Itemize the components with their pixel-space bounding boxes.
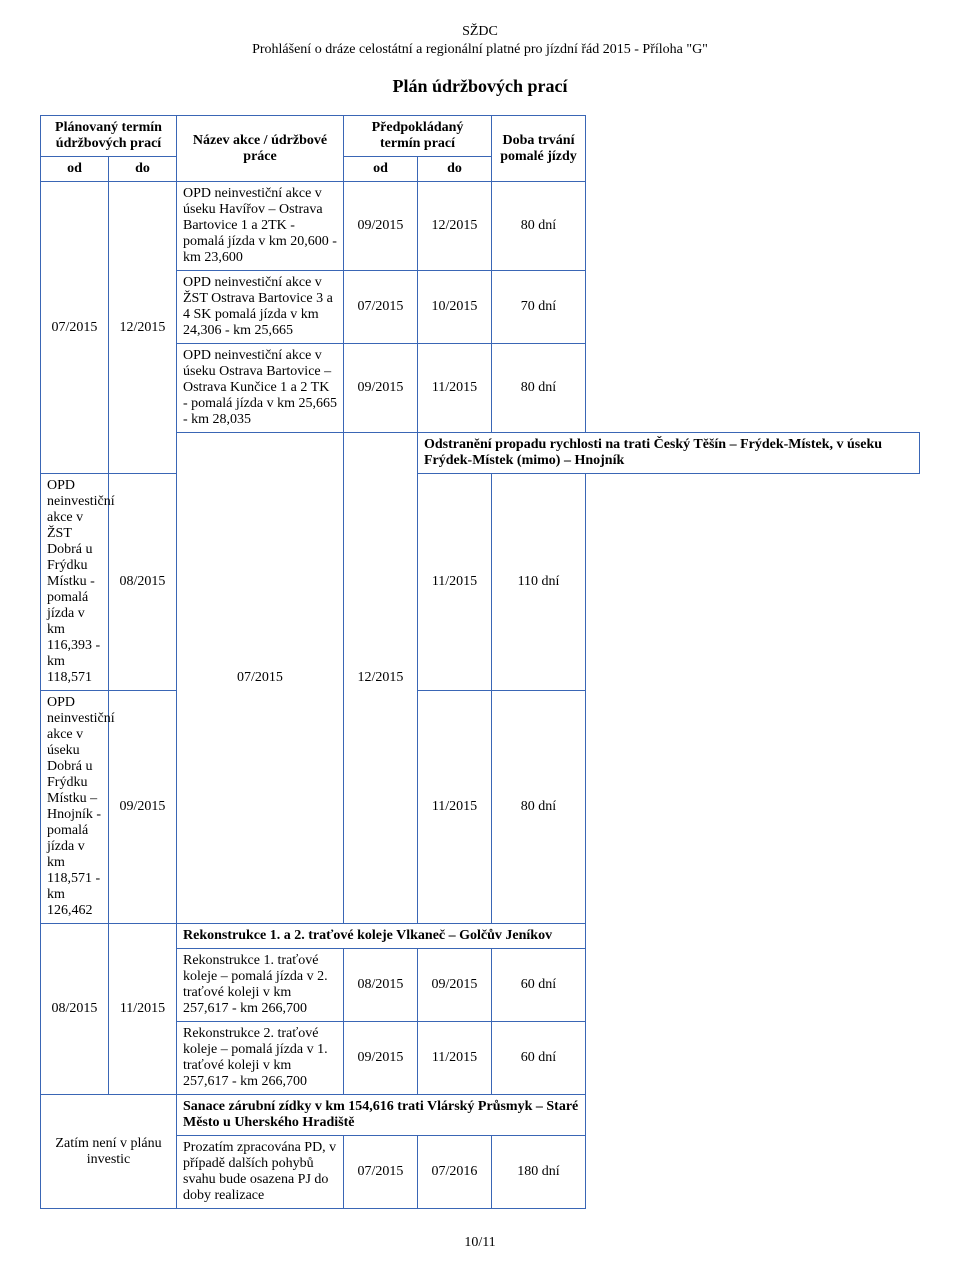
cell-do2: 11/2015	[418, 1022, 492, 1095]
cell-do1: 11/2015	[109, 924, 177, 1095]
th-od1: od	[41, 157, 109, 182]
cell-od2: 07/2015	[344, 271, 418, 344]
cell-duration: 60 dní	[492, 949, 586, 1022]
cell-name: Rekonstrukce 2. traťové koleje – pomalá …	[177, 1022, 344, 1095]
cell-duration: 110 dní	[492, 474, 586, 691]
cell-name: OPD neinvestiční akce v ŽST Ostrava Bart…	[177, 271, 344, 344]
table-row: Zatím není v plánu investicSanace zárubn…	[41, 1095, 920, 1136]
cell-od2: 09/2015	[344, 344, 418, 433]
th-duration: Doba trvání pomalé jízdy	[492, 116, 586, 182]
doc-subtitle: Prohlášení o dráze celostátní a regionál…	[40, 42, 920, 58]
maintenance-table: Plánovaný termín údržbových prací Název …	[40, 115, 920, 1209]
th-name: Název akce / údržbové práce	[177, 116, 344, 182]
table-row: 08/201511/2015Rekonstrukce 1. a 2. traťo…	[41, 924, 920, 949]
cell-od1: 07/2015	[177, 433, 344, 924]
cell-do1: 12/2015	[344, 433, 418, 924]
cell-name: OPD neinvestiční akce v ŽST Dobrá u Frýd…	[41, 474, 109, 691]
cell-name: Prozatím zpracována PD, v případě dalšíc…	[177, 1136, 344, 1209]
cell-do2: 11/2015	[418, 474, 492, 691]
table-row: OPD neinvestiční akce v ŽST Dobrá u Frýd…	[41, 474, 920, 691]
cell-name: Rekonstrukce 1. traťové koleje – pomalá …	[177, 949, 344, 1022]
table-row: 07/201512/2015OPD neinvestiční akce v ús…	[41, 182, 920, 271]
th-do2: do	[418, 157, 492, 182]
cell-name: OPD neinvestiční akce v úseku Ostrava Ba…	[177, 344, 344, 433]
cell-od2: 08/2015	[344, 949, 418, 1022]
doc-title: Plán údržbových prací	[40, 76, 920, 97]
cell-od2: 08/2015	[109, 474, 177, 691]
page-number: 10/11	[40, 1235, 920, 1251]
cell-duration: 80 dní	[492, 182, 586, 271]
cell-name: OPD neinvestiční akce v úseku Dobrá u Fr…	[41, 691, 109, 924]
th-planned: Plánovaný termín údržbových prací	[41, 116, 177, 157]
cell-name: OPD neinvestiční akce v úseku Havířov – …	[177, 182, 344, 271]
cell-name: Rekonstrukce 1. a 2. traťové koleje Vlka…	[177, 924, 586, 949]
cell-do1: 12/2015	[109, 182, 177, 474]
cell-do2: 12/2015	[418, 182, 492, 271]
cell-duration: 180 dní	[492, 1136, 586, 1209]
cell-do2: 09/2015	[418, 949, 492, 1022]
cell-duration: 80 dní	[492, 691, 586, 924]
cell-do2: 10/2015	[418, 271, 492, 344]
cell-od2: 09/2015	[344, 182, 418, 271]
th-od2: od	[344, 157, 418, 182]
org-name: SŽDC	[40, 24, 920, 40]
cell-od1: 07/2015	[41, 182, 109, 474]
cell-duration: 70 dní	[492, 271, 586, 344]
cell-name: Odstranění propadu rychlosti na trati Če…	[418, 433, 920, 474]
table-row: OPD neinvestiční akce v úseku Dobrá u Fr…	[41, 691, 920, 924]
cell-od2: 09/2015	[109, 691, 177, 924]
cell-duration: 60 dní	[492, 1022, 586, 1095]
cell-od2: 07/2015	[344, 1136, 418, 1209]
cell-od1: 08/2015	[41, 924, 109, 1095]
cell-od2: 09/2015	[344, 1022, 418, 1095]
cell-name: Sanace zárubní zídky v km 154,616 trati …	[177, 1095, 586, 1136]
cell-period-merged: Zatím není v plánu investic	[41, 1095, 177, 1209]
th-do1: do	[109, 157, 177, 182]
cell-do2: 11/2015	[418, 691, 492, 924]
th-expected: Předpokládaný termín prací	[344, 116, 492, 157]
cell-do2: 07/2016	[418, 1136, 492, 1209]
cell-do2: 11/2015	[418, 344, 492, 433]
cell-duration: 80 dní	[492, 344, 586, 433]
